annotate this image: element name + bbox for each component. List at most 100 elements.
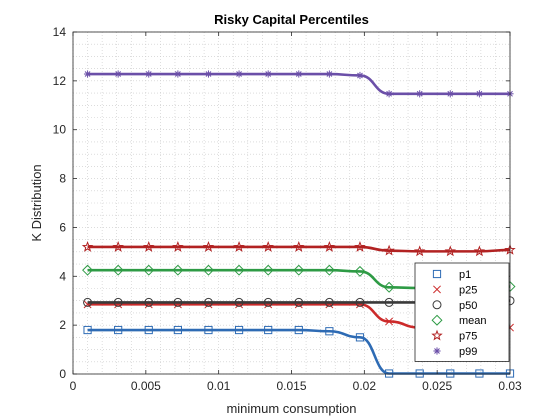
grid — [72, 31, 511, 375]
data-point-p1 — [144, 325, 153, 335]
data-point-p99 — [264, 70, 272, 78]
legend-label-p99: p99 — [459, 346, 477, 358]
data-point-mean — [323, 264, 335, 276]
data-point-p99 — [114, 70, 122, 78]
data-point-p1 — [325, 327, 334, 336]
legend-label-p75: p75 — [459, 331, 477, 343]
data-point-p50 — [324, 297, 334, 307]
data-point-p75 — [233, 240, 245, 252]
data-point-p1 — [114, 325, 123, 335]
data-point-p75 — [444, 245, 457, 257]
y-tick-label: 4 — [59, 269, 66, 283]
legend-marker-mean — [431, 314, 443, 326]
legend-label-mean: mean — [459, 315, 487, 327]
series-line-p75 — [87, 245, 511, 253]
data-point-p1 — [204, 325, 213, 335]
series-p75 — [81, 240, 516, 257]
data-point-p99 — [235, 70, 243, 78]
data-point-p1 — [264, 325, 273, 335]
data-point-mean — [233, 264, 245, 276]
series-p1 — [83, 325, 515, 378]
data-point-p1 — [355, 333, 365, 342]
data-point-mean — [293, 264, 305, 276]
legend-marker-p75 — [431, 329, 443, 341]
data-point-p1 — [173, 325, 182, 335]
data-point-p99 — [385, 90, 393, 98]
data-point-p1 — [475, 369, 484, 378]
data-point-mean — [172, 264, 184, 276]
data-point-p99 — [356, 71, 364, 80]
y-tick-label: 2 — [59, 318, 66, 332]
y-tick-label: 6 — [59, 220, 66, 234]
data-point-p99 — [83, 70, 92, 78]
series-line-p1 — [87, 328, 510, 375]
data-point-mean — [112, 264, 124, 276]
y-tick-label: 14 — [53, 25, 67, 39]
data-point-p50 — [263, 297, 273, 307]
data-point-mean — [82, 264, 94, 276]
legend-marker-p1 — [432, 269, 442, 279]
data-point-p99 — [204, 70, 213, 78]
data-point-p1 — [446, 369, 455, 378]
x-tick-label: 0 — [70, 379, 77, 393]
data-point-p75 — [413, 245, 426, 257]
data-point-mean — [262, 264, 274, 276]
data-point-p50 — [384, 297, 394, 307]
x-axis-title: minimum consumption — [226, 401, 356, 416]
legend-marker-p99 — [433, 347, 441, 355]
legend-marker-p25 — [433, 285, 441, 294]
data-point-p75 — [262, 240, 274, 252]
data-point-mean — [354, 265, 366, 277]
data-point-p1 — [294, 325, 303, 335]
y-tick-label: 10 — [53, 123, 67, 137]
data-point-mean — [143, 264, 155, 276]
legend-label-p1: p1 — [459, 269, 471, 281]
data-point-p75 — [112, 240, 124, 252]
data-point-p1 — [384, 369, 394, 378]
y-tick-label: 8 — [59, 172, 66, 186]
data-point-mean — [383, 281, 395, 293]
legend: p1 p25 p50 mean p75 p99 — [414, 262, 510, 362]
data-point-p50 — [203, 297, 213, 307]
data-point-p1 — [83, 325, 92, 335]
data-point-p75 — [202, 240, 215, 252]
axis-ticks: 0 0.005 0.01 0.015 0.02 0.025 0.03 0 2 4 6 8 10 12 14 — [53, 25, 522, 393]
data-point-p99 — [174, 70, 182, 78]
data-point-p99 — [475, 90, 484, 98]
x-tick-label: 0.015 — [276, 379, 306, 393]
data-point-p50 — [83, 297, 93, 307]
legend-box — [414, 262, 510, 362]
data-point-p75 — [81, 240, 94, 252]
y-axis-title: K Distribution — [29, 164, 44, 241]
series-p99 — [83, 70, 514, 98]
data-point-p99 — [325, 70, 333, 78]
data-point-p99 — [446, 90, 454, 98]
data-point-mean — [202, 264, 214, 276]
data-point-p75 — [354, 240, 366, 252]
data-point-p99 — [416, 90, 424, 98]
data-point-p75 — [293, 240, 305, 252]
data-point-p1 — [415, 369, 424, 378]
x-tick-label: 0.01 — [207, 379, 231, 393]
chart-title: Risky Capital Percentiles — [214, 12, 369, 27]
legend-marker-p50 — [432, 300, 442, 310]
data-point-p50 — [294, 297, 304, 307]
data-point-p99 — [295, 70, 303, 78]
data-point-p75 — [323, 240, 336, 252]
x-tick-label: 0.03 — [498, 379, 522, 393]
legend-label-p50: p50 — [459, 300, 477, 312]
data-point-p1 — [234, 325, 244, 335]
data-point-p50 — [234, 297, 244, 307]
data-point-p50 — [173, 297, 183, 307]
data-point-p75 — [383, 244, 395, 256]
data-point-p50 — [355, 297, 365, 307]
legend-label-p25: p25 — [459, 284, 477, 296]
data-point-p25 — [385, 317, 394, 326]
y-tick-label: 12 — [53, 74, 67, 88]
data-point-p75 — [172, 240, 184, 252]
y-tick-label: 0 — [59, 367, 66, 381]
data-point-p75 — [143, 240, 155, 252]
x-tick-label: 0.025 — [422, 379, 452, 393]
data-point-p50 — [144, 297, 154, 307]
